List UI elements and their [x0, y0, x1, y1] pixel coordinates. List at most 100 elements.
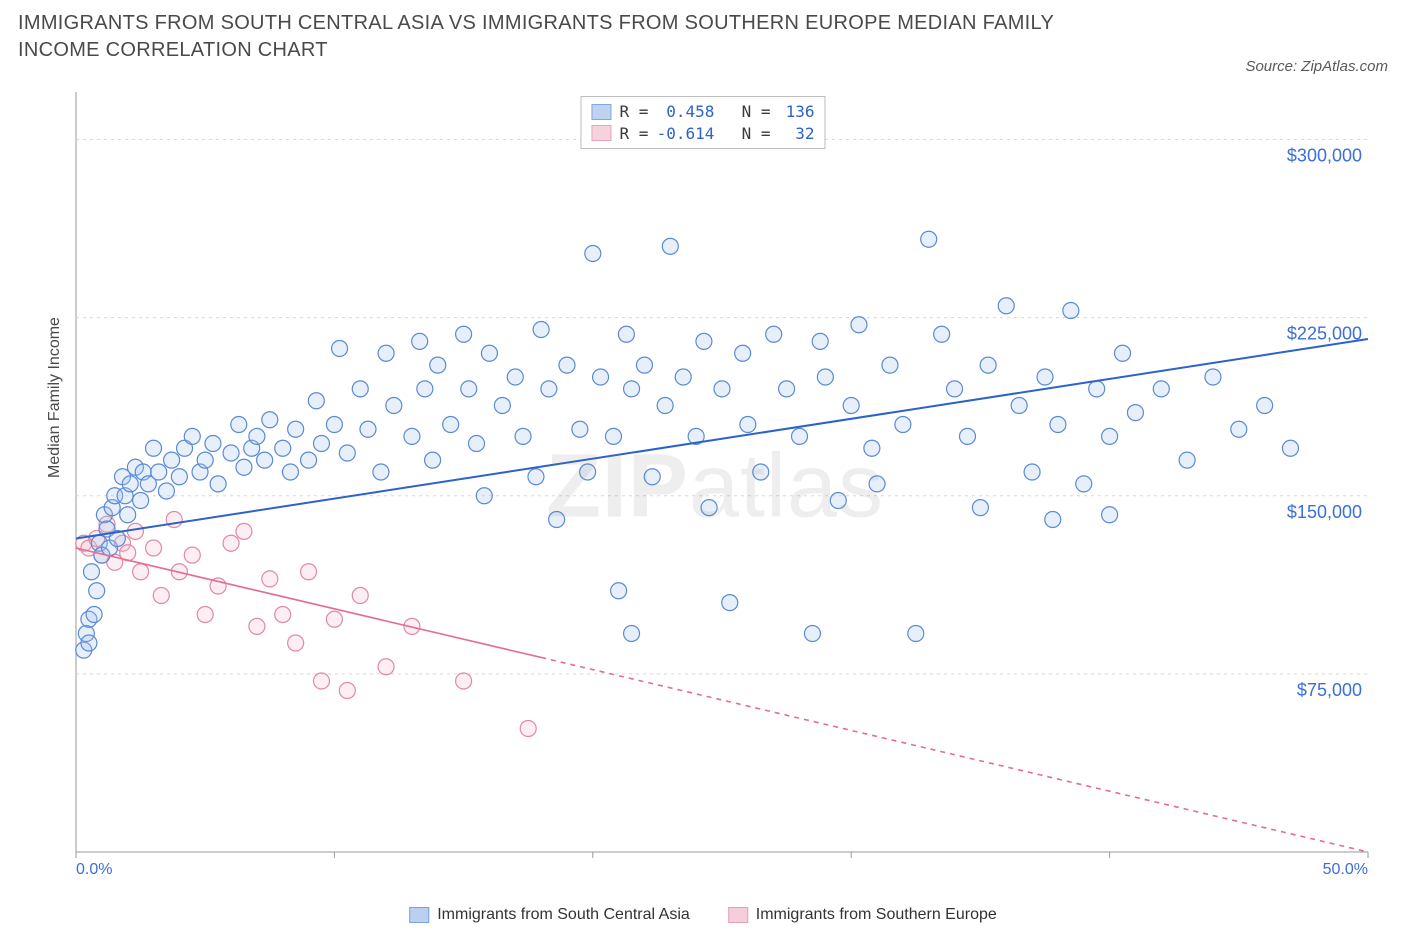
- data-point: [81, 635, 97, 651]
- data-point: [605, 428, 621, 444]
- legend-series-label: Immigrants from Southern Europe: [756, 906, 997, 924]
- data-point: [1231, 421, 1247, 437]
- data-point: [998, 298, 1014, 314]
- data-point: [461, 381, 477, 397]
- data-point: [171, 469, 187, 485]
- data-point: [972, 500, 988, 516]
- data-point: [947, 381, 963, 397]
- data-point: [332, 341, 348, 357]
- data-point: [804, 626, 820, 642]
- legend-swatch: [591, 125, 611, 141]
- data-point: [456, 326, 472, 342]
- legend-swatch: [409, 907, 429, 923]
- data-point: [549, 512, 565, 528]
- data-point: [236, 523, 252, 539]
- data-point: [164, 452, 180, 468]
- y-tick-label: $75,000: [1297, 680, 1362, 700]
- data-point: [184, 547, 200, 563]
- source-attribution: Source: ZipAtlas.com: [1245, 58, 1388, 75]
- legend-stat-row: R = 0.458 N = 136: [591, 101, 814, 123]
- data-point: [443, 417, 459, 433]
- data-point: [288, 421, 304, 437]
- data-point: [494, 398, 510, 414]
- legend-stat-row: R = -0.614 N = 32: [591, 123, 814, 145]
- y-tick-label: $225,000: [1287, 324, 1362, 344]
- data-point: [520, 721, 536, 737]
- data-point: [1037, 369, 1053, 385]
- data-point: [830, 493, 846, 509]
- y-tick-label: $150,000: [1287, 502, 1362, 522]
- y-axis-label: Median Family Income: [46, 317, 64, 478]
- data-point: [636, 357, 652, 373]
- data-point: [779, 381, 795, 397]
- data-point: [528, 469, 544, 485]
- data-point: [275, 607, 291, 623]
- data-point: [430, 357, 446, 373]
- data-point: [714, 381, 730, 397]
- data-point: [412, 333, 428, 349]
- data-point: [593, 369, 609, 385]
- data-point: [339, 683, 355, 699]
- data-point: [153, 588, 169, 604]
- data-point: [657, 398, 673, 414]
- data-point: [812, 333, 828, 349]
- data-point: [735, 345, 751, 361]
- data-point: [675, 369, 691, 385]
- data-point: [572, 421, 588, 437]
- legend-swatch: [591, 104, 611, 120]
- data-point: [262, 571, 278, 587]
- data-point: [585, 246, 601, 262]
- legend-series-item: Immigrants from South Central Asia: [409, 906, 690, 924]
- data-point: [386, 398, 402, 414]
- data-point: [1076, 476, 1092, 492]
- data-point: [696, 333, 712, 349]
- data-point: [89, 583, 105, 599]
- data-point: [1063, 303, 1079, 319]
- data-point: [404, 428, 420, 444]
- legend-swatch: [728, 907, 748, 923]
- legend-series-item: Immigrants from Southern Europe: [728, 906, 997, 924]
- data-point: [373, 464, 389, 480]
- data-point: [792, 428, 808, 444]
- data-point: [1257, 398, 1273, 414]
- data-point: [205, 436, 221, 452]
- data-point: [921, 231, 937, 247]
- data-point: [1089, 381, 1105, 397]
- data-point: [753, 464, 769, 480]
- data-point: [231, 417, 247, 433]
- data-point: [146, 440, 162, 456]
- data-point: [533, 322, 549, 338]
- data-point: [644, 469, 660, 485]
- data-point: [223, 535, 239, 551]
- data-point: [301, 564, 317, 580]
- data-point: [262, 412, 278, 428]
- data-point: [611, 583, 627, 599]
- data-point: [257, 452, 273, 468]
- data-point: [1282, 440, 1298, 456]
- data-point: [313, 436, 329, 452]
- legend-series: Immigrants from South Central Asia Immigr…: [409, 906, 997, 924]
- data-point: [84, 564, 100, 580]
- data-point: [378, 659, 394, 675]
- data-point: [378, 345, 394, 361]
- data-point: [580, 464, 596, 480]
- data-point: [417, 381, 433, 397]
- data-point: [481, 345, 497, 361]
- data-point: [882, 357, 898, 373]
- data-point: [559, 357, 575, 373]
- data-point: [210, 476, 226, 492]
- data-point: [895, 417, 911, 433]
- data-point: [1115, 345, 1131, 361]
- data-point: [122, 476, 138, 492]
- data-point: [456, 673, 472, 689]
- data-point: [1102, 507, 1118, 523]
- data-point: [146, 540, 162, 556]
- x-tick-label: 0.0%: [76, 861, 112, 878]
- data-point: [959, 428, 975, 444]
- x-tick-label: 50.0%: [1323, 861, 1368, 878]
- data-point: [934, 326, 950, 342]
- data-point: [515, 428, 531, 444]
- data-point: [1011, 398, 1027, 414]
- data-point: [662, 238, 678, 254]
- data-point: [618, 326, 634, 342]
